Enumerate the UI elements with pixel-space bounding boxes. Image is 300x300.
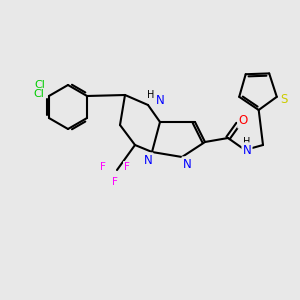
Text: S: S bbox=[280, 93, 287, 106]
Text: N: N bbox=[183, 158, 191, 170]
Text: N: N bbox=[243, 143, 251, 157]
Text: Cl: Cl bbox=[34, 80, 45, 90]
Text: O: O bbox=[238, 115, 247, 128]
Text: H: H bbox=[147, 90, 155, 100]
Text: N: N bbox=[144, 154, 152, 166]
Text: N: N bbox=[156, 94, 165, 106]
Text: H: H bbox=[243, 137, 251, 147]
Text: F: F bbox=[100, 162, 106, 172]
Text: F: F bbox=[124, 162, 130, 172]
Text: F: F bbox=[112, 177, 118, 187]
Text: Cl: Cl bbox=[34, 89, 44, 99]
